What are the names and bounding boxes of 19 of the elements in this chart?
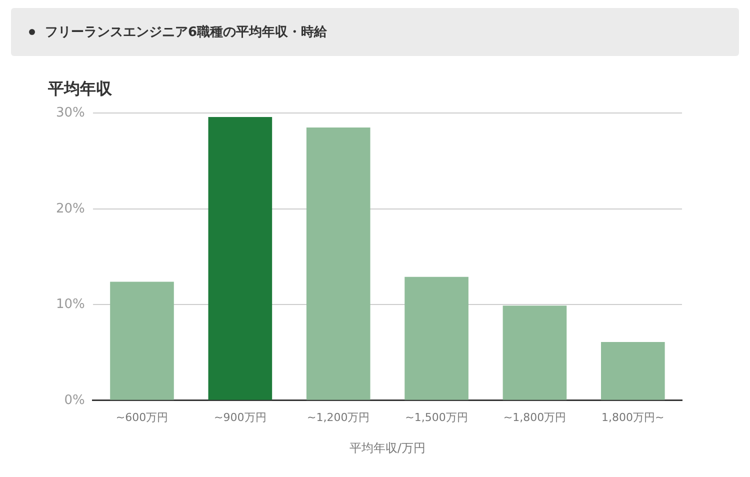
x-tick-label: ~1,800万円 bbox=[503, 410, 566, 424]
y-tick-label: 30% bbox=[56, 106, 85, 121]
bar bbox=[110, 282, 174, 400]
bar bbox=[404, 276, 468, 400]
bar bbox=[601, 342, 665, 400]
chart-title: フリーランスエンジニア6職種の平均年収・時給 bbox=[45, 24, 328, 41]
x-tick-label: ~900万円 bbox=[214, 410, 266, 424]
x-tick-label: ~600万円 bbox=[116, 410, 168, 424]
y-tick-label: 10% bbox=[56, 297, 85, 312]
bar bbox=[502, 306, 567, 400]
x-axis-title: 平均年収/万円 bbox=[349, 440, 426, 455]
y-tick-label: 20% bbox=[56, 201, 85, 216]
chart-subtitle: 平均年収 bbox=[47, 78, 113, 98]
bar bbox=[306, 128, 370, 400]
x-tick-label: 1,800万円~ bbox=[602, 410, 664, 424]
x-tick-label: ~1,200万円 bbox=[306, 410, 370, 424]
x-tick-label: ~1,500万円 bbox=[405, 410, 468, 424]
bar bbox=[208, 117, 272, 400]
y-tick-label: 0% bbox=[64, 392, 85, 408]
